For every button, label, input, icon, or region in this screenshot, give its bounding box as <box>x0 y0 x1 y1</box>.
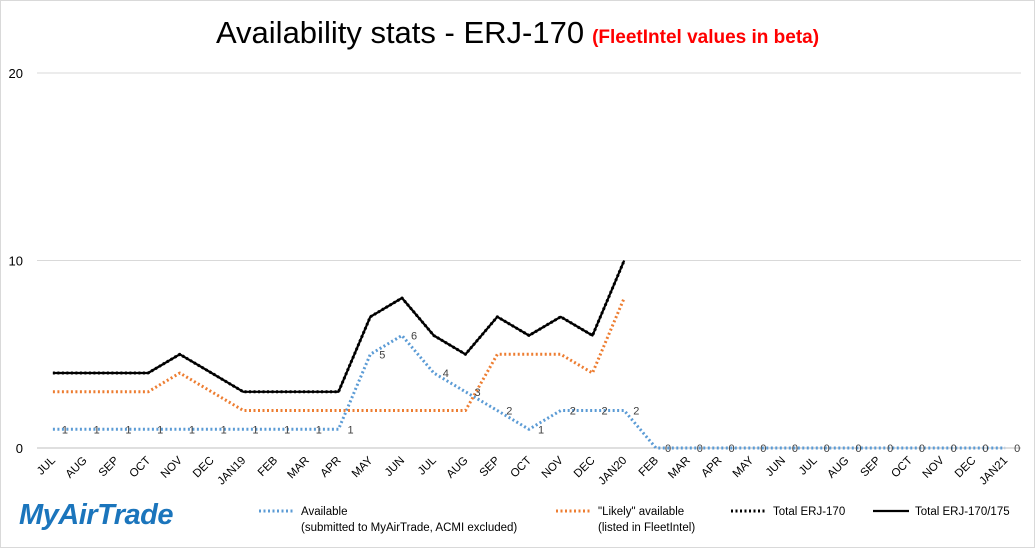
data-label: 4 <box>443 368 449 380</box>
x-tick-label: SEP <box>859 454 884 479</box>
data-label: 1 <box>62 424 68 436</box>
x-tick-label: AUG <box>445 455 471 481</box>
legend-label-total-170: Total ERJ-170 <box>773 506 846 518</box>
x-tick-label: OCT <box>508 455 534 481</box>
x-tick-label: JUN <box>764 455 788 479</box>
data-label: 1 <box>252 424 258 436</box>
x-tick-label: JUL <box>35 454 58 477</box>
x-tick-label: OCT <box>128 455 154 481</box>
title-subtitle: (FleetIntel values in beta) <box>592 27 820 48</box>
data-label: 1 <box>316 424 322 436</box>
series-lines <box>52 259 1006 450</box>
data-label: 6 <box>411 331 417 343</box>
data-label: 0 <box>919 443 925 455</box>
x-tick-label: MAR <box>285 455 312 482</box>
series-line-0 <box>52 334 1006 450</box>
x-tick-label: JUN <box>383 455 407 479</box>
data-label: 0 <box>665 443 671 455</box>
data-label: 0 <box>855 443 861 455</box>
data-labels: 1 1 1 1 1 1 1 1 1 1 5 6 4 3 2 1 2 2 2 0 0 0 0 0 0 0 0 0 0 0 0 <box>62 331 1020 456</box>
y-axis-ticks: 0 10 20 <box>9 66 23 456</box>
x-tick-label: NOV <box>921 454 947 480</box>
data-label: 2 <box>601 406 607 418</box>
data-label: 0 <box>760 443 766 455</box>
data-label: 1 <box>94 424 100 436</box>
x-tick-label: AUG <box>64 455 90 481</box>
x-tick-label: FEB <box>637 454 662 479</box>
data-label: 0 <box>1014 443 1020 455</box>
data-label: 2 <box>633 406 639 418</box>
data-label: 1 <box>157 424 163 436</box>
data-label: 1 <box>538 424 544 436</box>
data-label: 1 <box>125 424 131 436</box>
data-label: 1 <box>189 424 195 436</box>
y-tick-label: 0 <box>16 441 23 456</box>
data-label: 1 <box>348 424 354 436</box>
legend-sublabel-likely: (listed in FleetIntel) <box>598 522 696 534</box>
x-tick-label: OCT <box>889 455 915 481</box>
data-label: 1 <box>284 424 290 436</box>
legend-swatch-available <box>259 509 295 513</box>
x-tick-label: FEB <box>256 454 281 479</box>
x-tick-label: JAN21 <box>977 455 1010 488</box>
data-label: 0 <box>792 443 798 455</box>
x-tick-label: JUL <box>416 454 439 477</box>
x-tick-label: MAR <box>666 455 693 482</box>
y-tick-label: 20 <box>9 66 23 81</box>
x-tick-label: JUL <box>797 454 820 477</box>
legend-label-total-170-175: Total ERJ-170/175 <box>915 506 1010 518</box>
x-tick-label: APR <box>318 455 343 480</box>
data-label: 0 <box>728 443 734 455</box>
x-tick-label: NOV <box>159 454 185 480</box>
x-tick-label: MAY <box>350 454 376 480</box>
data-label: 0 <box>824 443 830 455</box>
series-line-1 <box>52 297 626 412</box>
data-label: 5 <box>379 349 385 361</box>
legend-label-available: Available <box>301 506 348 518</box>
x-tick-label: SEP <box>478 454 503 479</box>
data-label: 0 <box>887 443 893 455</box>
data-label: 2 <box>570 406 576 418</box>
legend-swatch-total-170-175 <box>873 509 909 513</box>
chart-title: Availability stats - ERJ-170 (FleetIntel … <box>1 15 1034 51</box>
x-tick-label: DEC <box>953 455 979 481</box>
legend-swatch-likely <box>556 509 592 513</box>
data-label: 2 <box>506 406 512 418</box>
data-label: 3 <box>475 387 481 399</box>
myairtrade-logo: MyAirTrade <box>19 499 174 531</box>
y-tick-label: 10 <box>9 254 23 269</box>
x-tick-label: JAN19 <box>216 455 249 488</box>
x-tick-label: MAY <box>731 454 757 480</box>
x-tick-label: NOV <box>540 454 566 480</box>
series-line-2 <box>52 259 626 394</box>
legend-label-likely: "Likely" available <box>598 506 685 518</box>
x-tick-label: JAN20 <box>596 455 629 488</box>
data-label: 0 <box>697 443 703 455</box>
data-label: 0 <box>982 443 988 455</box>
data-label: 0 <box>951 443 957 455</box>
legend-sublabel-available: (submitted to MyAirTrade, ACMI excluded) <box>301 522 518 534</box>
data-label: 1 <box>221 424 227 436</box>
x-tick-label: DEC <box>191 455 217 481</box>
x-tick-label: DEC <box>572 455 598 481</box>
title-main: Availability stats - ERJ-170 <box>215 15 585 50</box>
legend-swatch-total-170 <box>731 509 767 513</box>
x-tick-label: APR <box>699 455 724 480</box>
gridlines <box>37 72 1021 449</box>
x-tick-label: SEP <box>97 454 122 479</box>
x-tick-label: AUG <box>825 455 851 481</box>
